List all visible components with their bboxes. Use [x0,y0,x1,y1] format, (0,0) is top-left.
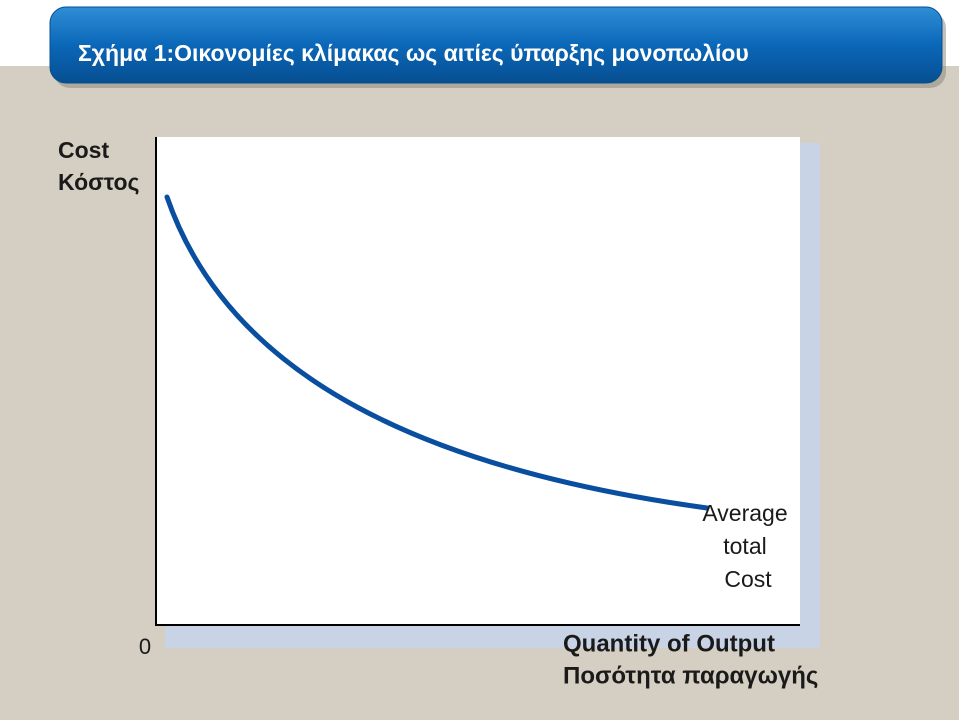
origin-label: 0 [139,634,151,659]
title-banner [49,6,943,84]
average-total-cost-curve [164,194,710,511]
title: Σχήμα 1:Οικονομίες κλίμακας ως αιτίες ύπ… [78,40,749,66]
x-axis-label: Quantity of Output [563,630,775,657]
curve-label: total [723,533,766,559]
x-axis-label: Ποσότητα παραγωγής [563,662,818,689]
curve-label: Cost [724,566,772,592]
curve-label: Average [702,500,787,526]
y-axis-label: Cost [58,137,109,163]
plot-area [157,137,800,625]
y-axis-label: Κόστος [58,169,140,195]
